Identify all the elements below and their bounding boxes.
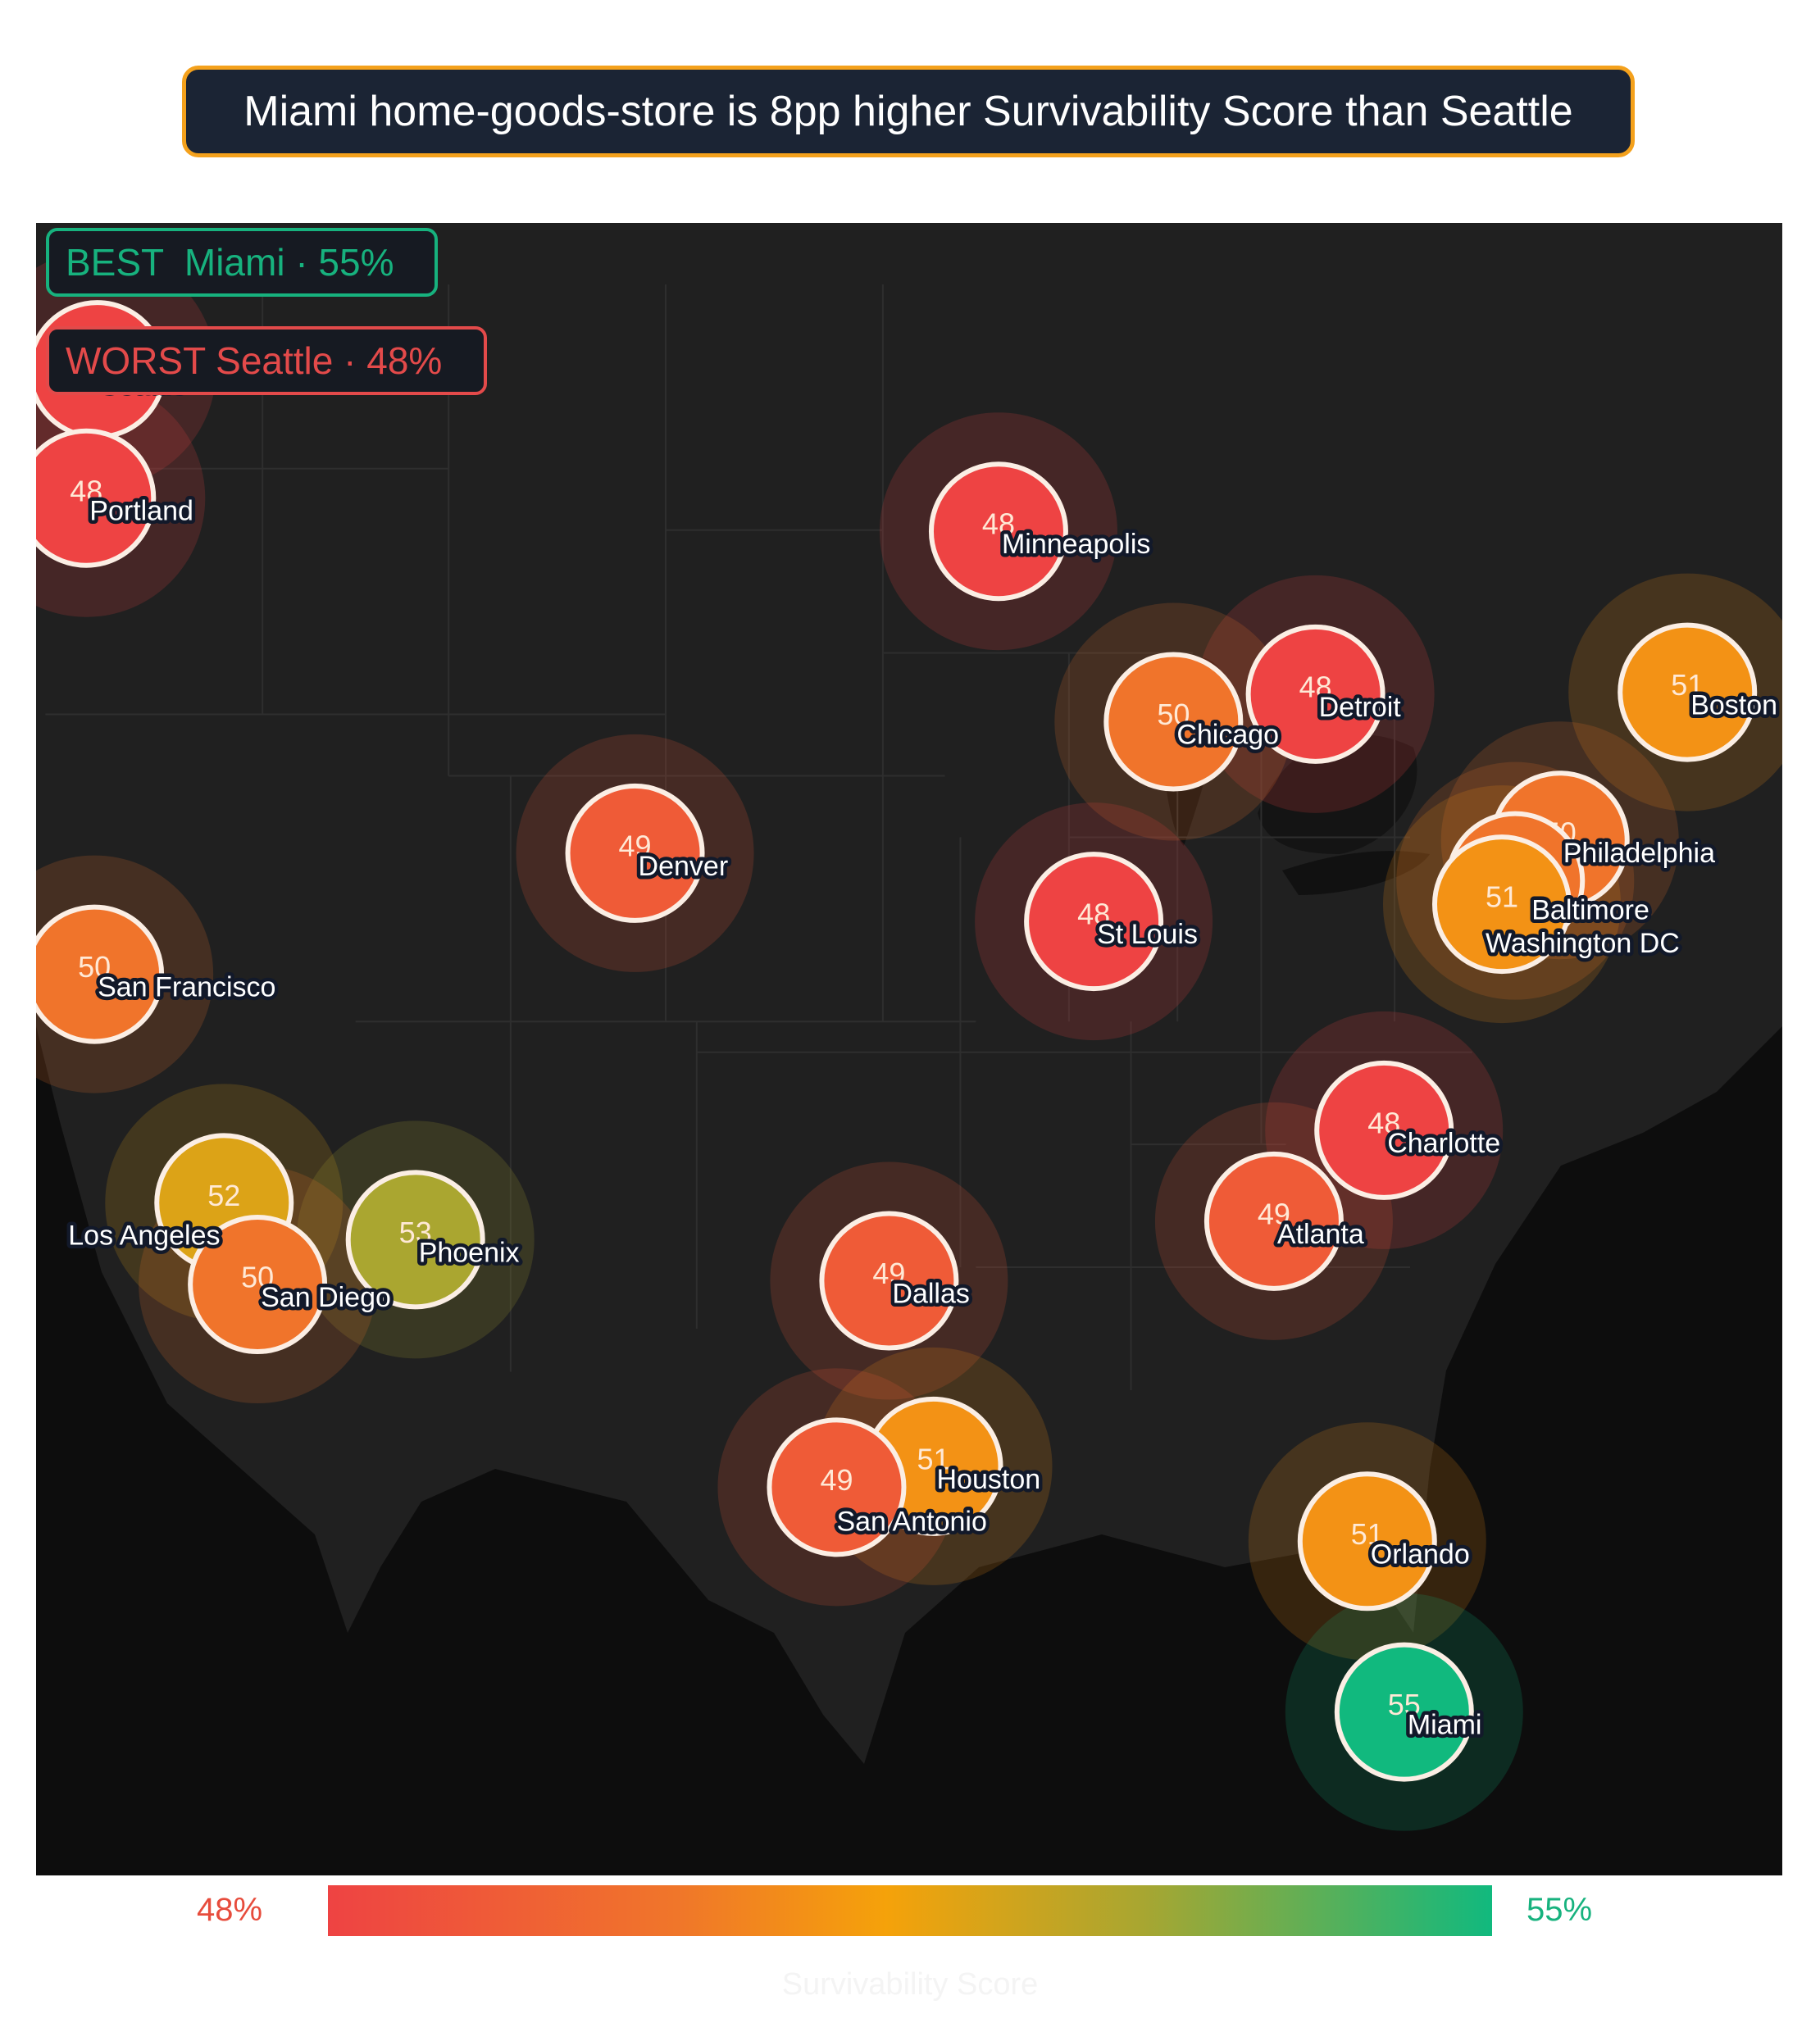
map-area[interactable]: 4848484850514948505051504849525350495149…: [36, 223, 1782, 1875]
city-label-orlando: Orlando: [1371, 1539, 1470, 1570]
city-label-san-francisco: San Francisco: [98, 972, 275, 1003]
bubble-value-detroit: 48: [1299, 670, 1332, 703]
city-label-portland: Portland: [89, 496, 193, 527]
bubble-atlanta[interactable]: [1203, 1151, 1344, 1291]
city-label-san-antonio: San Antonio: [836, 1506, 986, 1537]
legend-title: Survivability Score: [781, 1967, 1039, 2002]
city-label-miami: Miami: [1408, 1710, 1482, 1741]
bubble-san-antonio[interactable]: [767, 1417, 907, 1557]
city-label-los-angeles: Los Angeles: [68, 1220, 220, 1251]
city-label-st-louis: St Louis: [1097, 919, 1198, 950]
bubble-value-los-angeles: 52: [207, 1179, 240, 1212]
bubble-value-portland: 48: [70, 474, 102, 507]
bubble-san-diego[interactable]: [188, 1215, 328, 1355]
city-label-phoenix: Phoenix: [419, 1237, 520, 1268]
bubble-value-washington-dc: 51: [1486, 880, 1518, 914]
bubble-value-phoenix: 53: [399, 1216, 432, 1249]
bubble-value-dallas: 49: [872, 1257, 905, 1290]
bubble-value-houston: 51: [917, 1442, 949, 1475]
bubble-boston[interactable]: [1618, 622, 1758, 762]
bubble-value-minneapolis: 48: [982, 507, 1015, 541]
city-label-chicago: Chicago: [1176, 720, 1279, 751]
land-mass: [36, 223, 1782, 1764]
basemap: 4848484850514948505051504849525350495149…: [36, 223, 1782, 1831]
city-label-san-diego: San Diego: [261, 1282, 391, 1313]
city-label-dallas: Dallas: [892, 1279, 969, 1310]
bubble-charlotte[interactable]: [1314, 1060, 1454, 1200]
city-label-detroit: Detroit: [1319, 692, 1402, 723]
color-scale-bar: [328, 1885, 1492, 1936]
bubble-value-san-antonio: 49: [820, 1463, 853, 1497]
bubble-value-orlando: 51: [1351, 1517, 1384, 1551]
bubble-value-charlotte: 48: [1367, 1106, 1400, 1139]
bubble-value-st-louis: 48: [1077, 898, 1110, 931]
bubble-dallas[interactable]: [819, 1211, 959, 1351]
bubble-detroit[interactable]: [1245, 624, 1385, 764]
city-bubbles: 4848484850514948505051504849525350495149…: [36, 251, 1782, 1831]
bubble-value-denver: 49: [619, 829, 652, 862]
canada-lakes: [1258, 734, 1417, 854]
bubble-value-san-francisco: 50: [78, 950, 111, 984]
legend-min-label: 48%: [197, 1892, 263, 1928]
city-label-baltimore: Baltimore: [1531, 895, 1649, 926]
bubble-phoenix[interactable]: [345, 1170, 485, 1310]
city-label-charlotte: Charlotte: [1387, 1128, 1500, 1159]
bubble-value-boston: 51: [1671, 668, 1704, 702]
city-label-philadelphia: Philadelphia: [1563, 838, 1715, 869]
city-label-atlanta: Atlanta: [1277, 1219, 1364, 1250]
bubble-st-louis[interactable]: [1024, 852, 1164, 992]
bubble-portland[interactable]: [36, 428, 157, 568]
city-label-boston: Boston: [1690, 690, 1777, 721]
city-label-denver: Denver: [639, 851, 729, 882]
land: [36, 223, 1782, 1764]
city-label-houston: Houston: [937, 1464, 1041, 1495]
bubble-minneapolis[interactable]: [928, 461, 1068, 602]
bubble-value-san-diego: 50: [241, 1261, 274, 1294]
bubble-washington-dc[interactable]: [1431, 834, 1572, 975]
city-label-washington-dc: Washington DC: [1486, 928, 1680, 959]
best-badge: BEST Miami · 55%: [46, 228, 438, 297]
bubble-value-atlanta: 49: [1258, 1197, 1290, 1230]
great-lake-erie: [1282, 851, 1430, 895]
bubble-chicago[interactable]: [1103, 652, 1244, 792]
bubble-denver[interactable]: [565, 783, 705, 923]
bubble-san-francisco[interactable]: [36, 904, 165, 1044]
worst-badge: WORST Seattle · 48%: [46, 326, 487, 395]
bubble-value-miami: 55: [1388, 1688, 1421, 1721]
legend-max-label: 55%: [1527, 1892, 1593, 1928]
bubble-miami[interactable]: [1334, 1642, 1474, 1782]
bubble-orlando[interactable]: [1297, 1471, 1437, 1611]
bubble-value-chicago: 50: [1157, 698, 1190, 731]
map-title: Miami home-goods-store is 8pp higher Sur…: [182, 66, 1635, 157]
city-label-minneapolis: Minneapolis: [1002, 529, 1150, 560]
